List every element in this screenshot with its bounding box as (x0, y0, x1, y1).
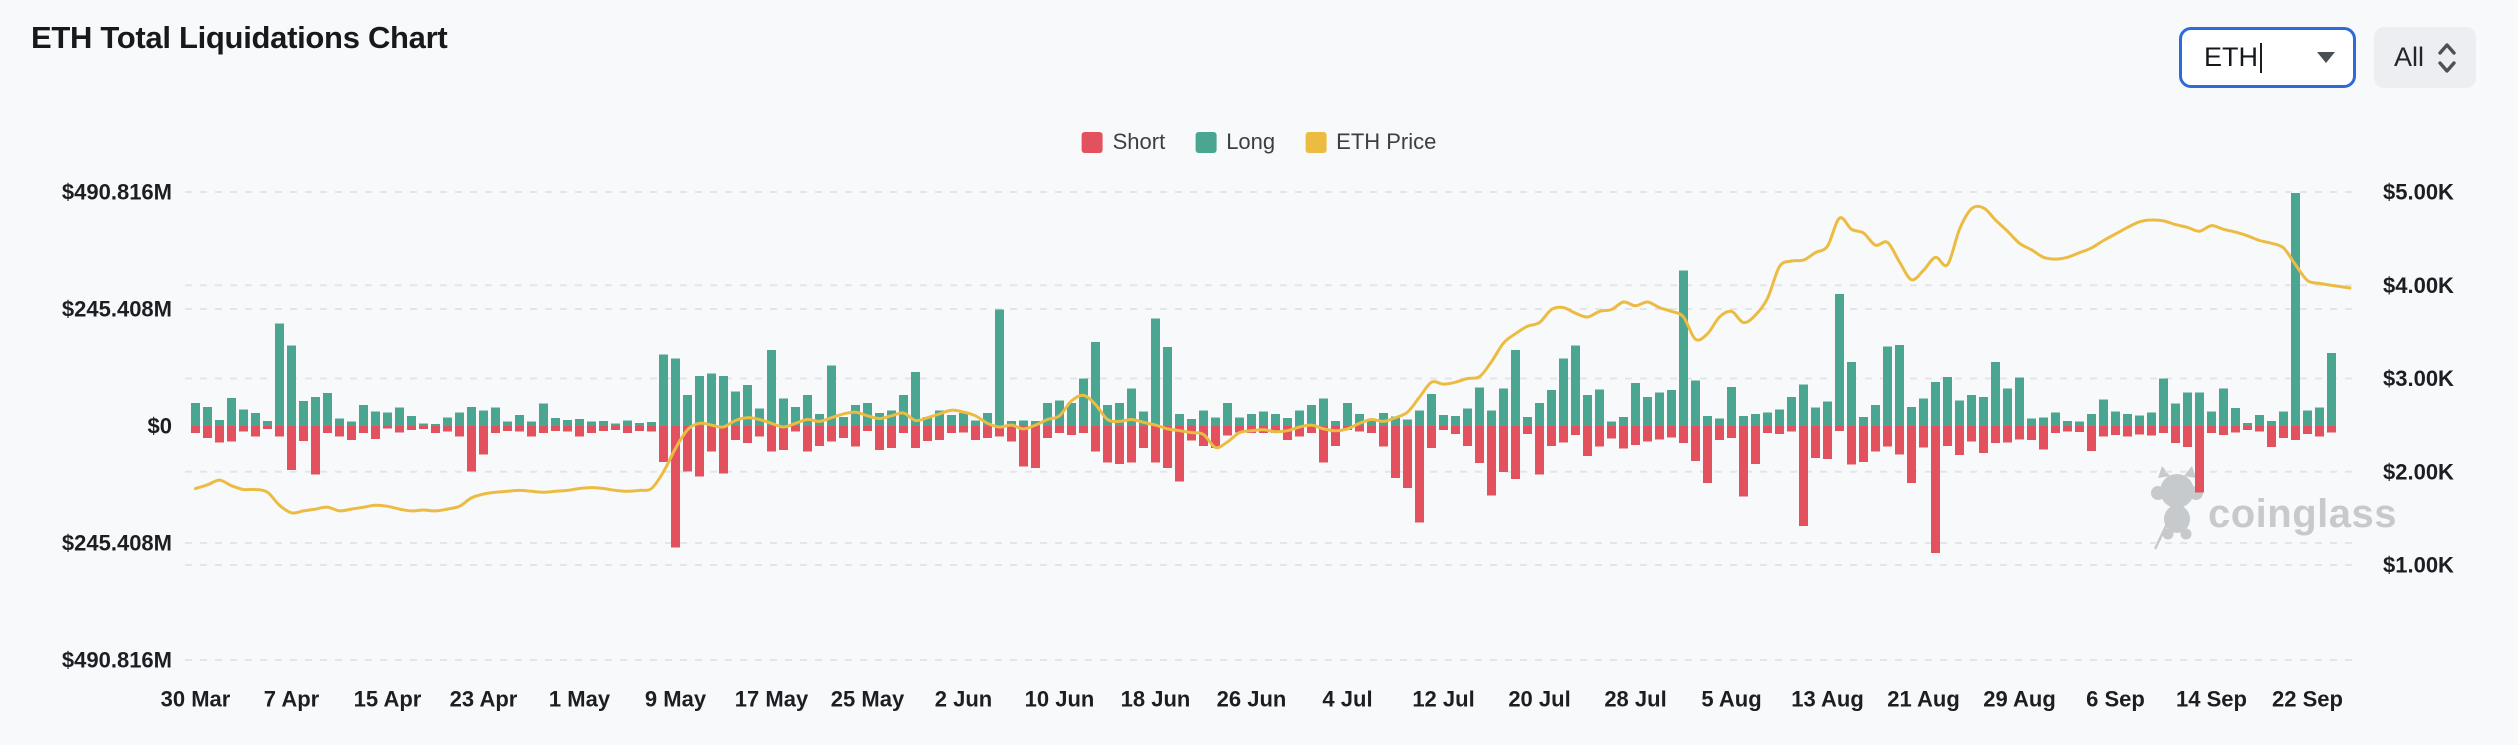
right-axis-label: $1.00K (2383, 553, 2454, 578)
range-select[interactable]: All (2373, 27, 2476, 88)
x-axis-label: 17 May (735, 687, 809, 712)
right-axis-label: $5.00K (2383, 180, 2454, 205)
page-title: ETH Total Liquidations Chart (31, 20, 448, 55)
chevron-down-icon (2316, 52, 2335, 63)
x-axis-label: 22 Sep (2272, 687, 2343, 712)
header-controls: ETH All (2178, 27, 2476, 88)
left-axis-label: $490.816M (62, 648, 172, 673)
x-axis-label: 29 Aug (1983, 687, 2056, 712)
short-swatch (1081, 131, 1103, 153)
legend: Short Long ETH Price (1081, 129, 1436, 155)
x-axis-label: 14 Sep (2176, 687, 2247, 712)
sort-arrows-icon (2438, 42, 2456, 73)
right-axis-label: $4.00K (2383, 273, 2454, 298)
left-axis-label: $245.408M (62, 297, 172, 322)
x-axis-label: 6 Sep (2086, 687, 2145, 712)
left-axis-label: $490.816M (62, 180, 172, 205)
x-axis-label: 7 Apr (264, 687, 320, 712)
x-axis-label: 9 May (645, 687, 707, 712)
left-axis-label: $0 (148, 414, 172, 439)
x-axis-label: 30 Mar (161, 687, 231, 712)
legend-label-eth-price: ETH Price (1336, 129, 1437, 154)
coinglass-watermark: coinglass (2151, 466, 2397, 550)
x-axis-label: 4 Jul (1322, 687, 1372, 712)
x-axis-label: 10 Jun (1025, 687, 1095, 712)
legend-label-short: Short (1112, 129, 1166, 154)
x-axis-label: 15 Apr (354, 687, 422, 712)
x-axis-label: 2 Jun (935, 687, 992, 712)
long-swatch (1195, 131, 1217, 153)
left-axis-label: $245.408M (62, 531, 172, 556)
x-axis-label: 23 Apr (450, 687, 518, 712)
range-value: All (2393, 42, 2424, 72)
symbol-combobox[interactable]: ETH (2178, 27, 2356, 88)
x-axis-label: 26 Jun (1217, 687, 1287, 712)
right-axis-label: $2.00K (2383, 459, 2454, 484)
x-axis-label: 12 Jul (1412, 687, 1474, 712)
legend-item-short[interactable]: Short (1081, 129, 1166, 155)
text-cursor (2259, 42, 2262, 73)
x-axis-label: 25 May (831, 687, 905, 712)
legend-item-eth-price[interactable]: ETH Price (1305, 129, 1436, 155)
right-axis-label: $3.00K (2383, 366, 2454, 391)
legend-item-long[interactable]: Long (1195, 129, 1275, 155)
x-axis-label: 21 Aug (1887, 687, 1960, 712)
x-axis-label: 20 Jul (1508, 687, 1570, 712)
legend-label-long: Long (1226, 129, 1276, 154)
x-axis-label: 13 Aug (1791, 687, 1864, 712)
x-axis-label: 5 Aug (1701, 687, 1761, 712)
eth-price-swatch (1305, 131, 1327, 153)
svg-text:coinglass: coinglass (2208, 492, 2397, 536)
symbol-value: ETH (2203, 42, 2258, 72)
x-axis-label: 28 Jul (1604, 687, 1666, 712)
x-axis-label: 18 Jun (1121, 687, 1191, 712)
x-axis-label: 1 May (549, 687, 611, 712)
